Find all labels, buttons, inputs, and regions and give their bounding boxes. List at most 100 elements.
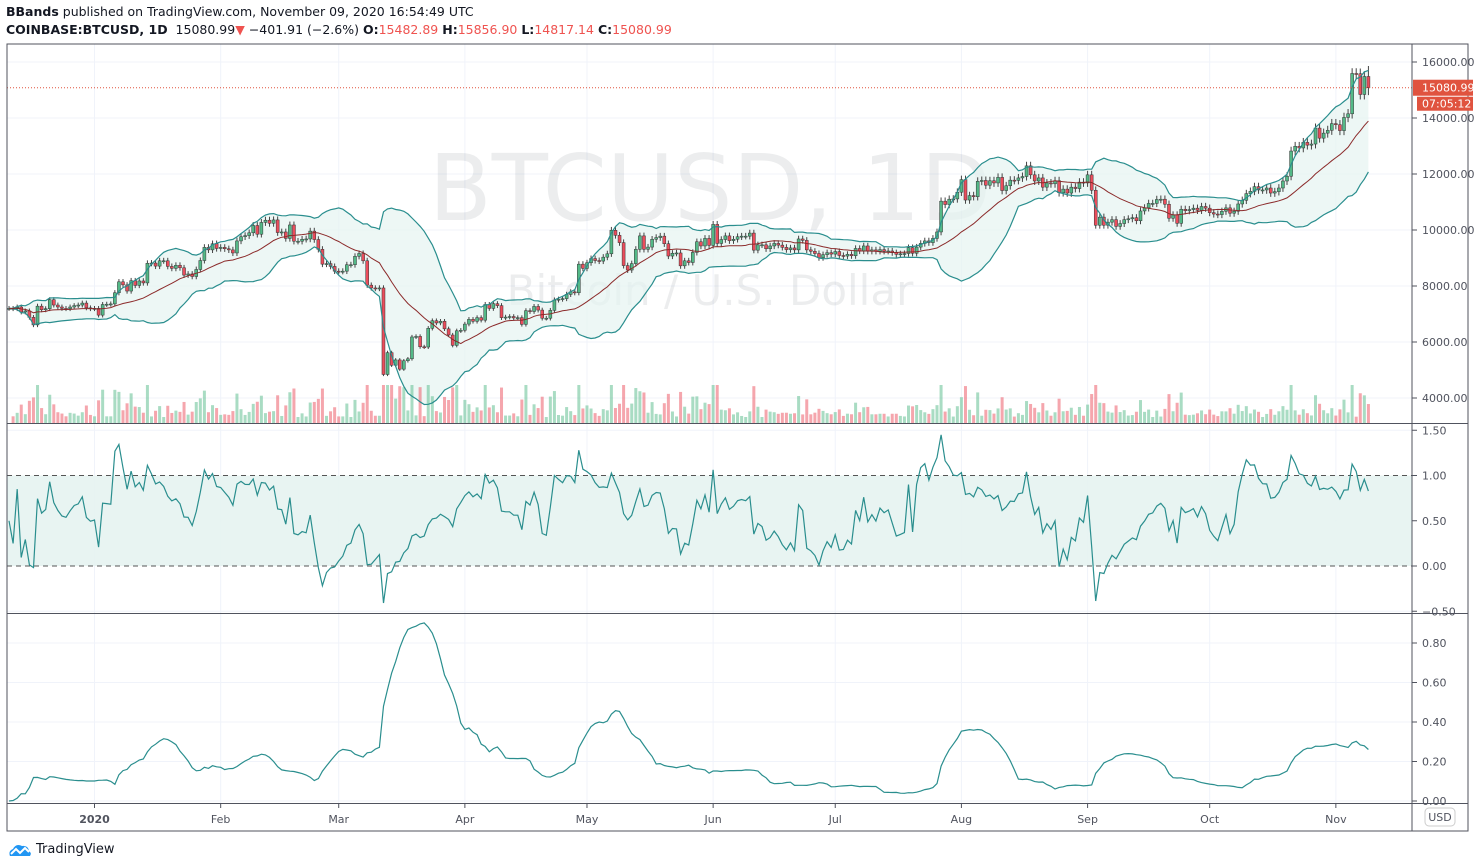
price-axis-label: 16000.00	[1422, 56, 1475, 69]
frame	[6, 43, 1469, 832]
volume-bar	[1004, 409, 1008, 423]
candle-body	[210, 243, 215, 251]
candle	[174, 262, 178, 272]
candle	[1179, 205, 1183, 227]
candle	[1273, 187, 1277, 197]
volume-bar	[691, 396, 695, 423]
candle	[601, 254, 606, 265]
price-axis-label: −0.50	[1422, 605, 1456, 618]
candle	[800, 235, 805, 244]
price-axis-label: 8000.00	[1422, 280, 1468, 293]
candle	[353, 253, 357, 268]
candle	[267, 216, 272, 227]
candle	[654, 234, 658, 243]
volume-bar	[292, 388, 296, 423]
volume-bar	[390, 385, 394, 423]
candle	[499, 303, 504, 320]
volume-bar	[48, 394, 52, 423]
candle	[748, 229, 752, 240]
candle	[349, 261, 353, 268]
candle-body	[1179, 209, 1183, 224]
candle-body	[1130, 217, 1135, 220]
volume-bar	[760, 417, 764, 423]
down-arrow-icon: ▼	[235, 22, 245, 37]
candle	[288, 221, 292, 242]
author[interactable]: BBands	[6, 4, 59, 19]
candle	[992, 176, 996, 187]
candle-body	[788, 247, 793, 250]
volume-bar	[597, 415, 601, 423]
volume-bar	[471, 411, 475, 423]
volume-bar	[1273, 414, 1277, 423]
volume-bar	[1212, 414, 1216, 423]
volume-bar	[105, 416, 109, 423]
candle	[1277, 184, 1281, 196]
volume-bar	[154, 410, 158, 423]
candle-body	[833, 251, 837, 255]
volume-bar	[56, 412, 60, 423]
candle-body	[752, 232, 756, 251]
candle-body	[1020, 176, 1025, 179]
volume-bar	[361, 402, 365, 423]
candle-body	[516, 317, 520, 319]
candle	[100, 302, 105, 318]
candle	[1028, 161, 1033, 179]
volume-bar	[491, 405, 495, 423]
candle	[996, 173, 1000, 187]
volume-bar	[447, 399, 451, 423]
candle-body	[1150, 203, 1155, 205]
currency-button-bg[interactable]	[1424, 807, 1456, 827]
candle	[707, 235, 711, 249]
candle	[121, 279, 125, 288]
candle-body	[235, 240, 239, 254]
candle-body	[129, 280, 133, 292]
volume-bar	[723, 410, 727, 423]
volume-bar	[357, 411, 361, 423]
candle-body	[1049, 182, 1053, 185]
candle-body	[800, 238, 805, 241]
volume-bar	[117, 391, 121, 423]
symbol[interactable]: COINBASE:BTCUSD, 1D	[6, 22, 168, 37]
volume-bar	[27, 400, 31, 423]
currency-button[interactable]: USD	[1424, 807, 1456, 827]
candle-body	[499, 305, 504, 318]
currency-label[interactable]: USD	[1428, 811, 1452, 824]
candle-body	[520, 317, 524, 325]
volume-bar	[443, 396, 447, 423]
volume-bar	[97, 400, 101, 423]
candle	[1338, 120, 1342, 136]
candle-body	[878, 249, 882, 252]
candle	[300, 235, 304, 245]
candle	[837, 248, 842, 259]
volume-bar	[1094, 385, 1098, 423]
volume-bar	[1175, 402, 1179, 423]
candle-body	[137, 280, 142, 286]
candle-body	[780, 244, 785, 248]
volume-bar	[947, 408, 951, 423]
time-axis-label: Apr	[455, 813, 475, 826]
volume-bar	[369, 410, 373, 423]
candle	[560, 296, 565, 302]
volume-bar	[955, 406, 959, 423]
volume-bar	[76, 415, 80, 423]
volume-bar	[618, 403, 622, 423]
volume-bar	[1041, 403, 1045, 423]
candle-body	[495, 303, 500, 306]
candle	[56, 302, 60, 310]
candle-body	[646, 246, 650, 250]
candle	[263, 216, 268, 226]
candle	[731, 235, 736, 244]
volume-bar	[288, 392, 292, 423]
candle	[821, 251, 825, 261]
candle	[113, 290, 117, 307]
volume-bar	[1098, 402, 1102, 423]
candle	[674, 249, 679, 257]
candle-body	[621, 242, 626, 266]
volume-bar	[1049, 415, 1053, 423]
candle-body	[491, 303, 496, 309]
volume-bar	[19, 404, 23, 423]
volume-bar	[467, 404, 471, 423]
candle-body	[825, 252, 829, 255]
tradingview-logo[interactable]: TradingView	[8, 842, 115, 857]
